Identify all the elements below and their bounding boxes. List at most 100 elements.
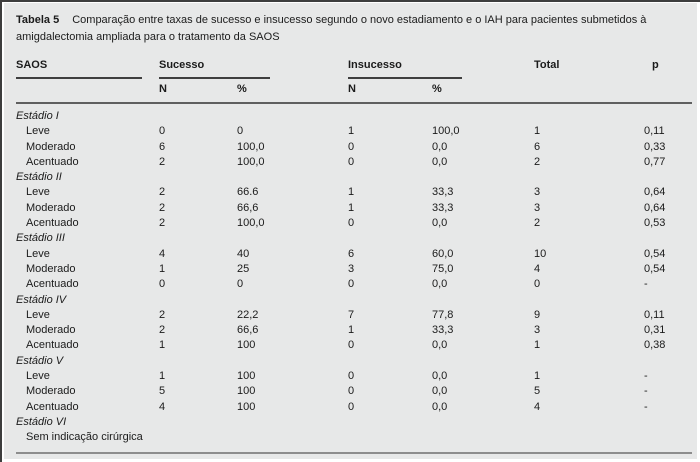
table-row: Acentuado 0 0 0 0,0 0 - bbox=[16, 277, 692, 292]
cell-sucesso-pct: 0 bbox=[237, 278, 244, 291]
stage-row: Estádio IV bbox=[16, 293, 692, 308]
col-header-saos: SAOS bbox=[16, 59, 142, 79]
cell-insucesso-pct: 0,0 bbox=[432, 385, 448, 398]
cell-total: 6 bbox=[534, 140, 541, 153]
cell-sucesso-pct: 66,6 bbox=[237, 201, 259, 214]
table-number: Tabela 5 bbox=[16, 14, 60, 26]
cell-sucesso-n: 1 bbox=[159, 262, 166, 275]
table-row: Acentuado 4 100 0 0,0 4 - bbox=[16, 400, 692, 415]
cell-sucesso-pct: 100 bbox=[237, 339, 256, 352]
cell-p: 0,31 bbox=[644, 324, 666, 337]
cell-insucesso-pct: 0,0 bbox=[432, 155, 448, 168]
table-panel: Tabela 5 Comparação entre taxas de sucess… bbox=[4, 3, 697, 459]
cell-p: - bbox=[644, 278, 648, 291]
cell-p: 0,38 bbox=[644, 339, 666, 352]
cell-p: - bbox=[644, 370, 648, 383]
cell-insucesso-pct: 0,0 bbox=[432, 400, 448, 413]
cell-insucesso-n: 0 bbox=[348, 385, 355, 398]
cell-sucesso-pct: 66,6 bbox=[237, 324, 259, 337]
cell-sucesso-pct: 100 bbox=[237, 370, 256, 383]
cell-sucesso-n: 5 bbox=[159, 385, 166, 398]
cell-severity: Moderado bbox=[26, 385, 76, 398]
sub-header-spacer bbox=[644, 79, 692, 104]
cell-sucesso-n: 2 bbox=[159, 186, 166, 199]
cell-insucesso-pct: 77,8 bbox=[432, 308, 454, 321]
note-text: Sem indicação cirúrgica bbox=[26, 431, 143, 444]
stage-label: Estádio I bbox=[16, 110, 59, 122]
cell-insucesso-n: 0 bbox=[348, 140, 355, 153]
cell-total: 1 bbox=[534, 370, 541, 383]
table-row: Moderado 6 100,0 0 0,0 6 0,33 bbox=[16, 140, 692, 155]
table-row: Leve 0 0 1 100,0 1 0,11 bbox=[16, 124, 692, 139]
stage-row: Estádio VI bbox=[16, 415, 692, 430]
cell-p: - bbox=[644, 385, 648, 398]
cell-p: 0,64 bbox=[644, 186, 666, 199]
cell-total: 4 bbox=[534, 400, 541, 413]
cell-insucesso-n: 0 bbox=[348, 278, 355, 291]
cell-severity: Leve bbox=[26, 125, 50, 138]
table-caption-text: Comparação entre taxas de sucesso e insu… bbox=[16, 14, 647, 43]
cell-insucesso-pct: 33,3 bbox=[432, 324, 454, 337]
cell-p: 0,64 bbox=[644, 201, 666, 214]
cell-total: 9 bbox=[534, 308, 541, 321]
cell-total: 4 bbox=[534, 262, 541, 275]
cell-insucesso-pct: 33,3 bbox=[432, 201, 454, 214]
table-row: Moderado 1 25 3 75,0 4 0,54 bbox=[16, 262, 692, 277]
table-row: Acentuado 2 100,0 0 0,0 2 0,53 bbox=[16, 216, 692, 231]
cell-severity: Acentuado bbox=[26, 400, 79, 413]
table-row: Leve 2 22,2 7 77,8 9 0,11 bbox=[16, 308, 692, 323]
table-row: Leve 4 40 6 60,0 10 0,54 bbox=[16, 247, 692, 262]
table-row: Leve 2 66.6 1 33,3 3 0,64 bbox=[16, 185, 692, 200]
cell-insucesso-n: 1 bbox=[348, 125, 355, 138]
cell-sucesso-pct: 100 bbox=[237, 385, 256, 398]
cell-severity: Moderado bbox=[26, 324, 76, 337]
cell-sucesso-n: 2 bbox=[159, 201, 166, 214]
col-header-insucesso: Insucesso bbox=[348, 59, 462, 79]
cell-total: 3 bbox=[534, 324, 541, 337]
cell-severity: Moderado bbox=[26, 140, 76, 153]
table-caption: Tabela 5 Comparação entre taxas de sucess… bbox=[4, 3, 697, 45]
cell-severity: Leve bbox=[26, 308, 50, 321]
cell-insucesso-n: 1 bbox=[348, 186, 355, 199]
col-header-sucesso: Sucesso bbox=[159, 59, 270, 79]
table-row: Moderado 5 100 0 0,0 5 - bbox=[16, 384, 692, 399]
page-edge-top bbox=[0, 0, 700, 2]
cell-total: 5 bbox=[534, 385, 541, 398]
table-row: Moderado 2 66,6 1 33,3 3 0,64 bbox=[16, 201, 692, 216]
cell-sucesso-n: 6 bbox=[159, 140, 166, 153]
cell-insucesso-pct: 33,3 bbox=[432, 186, 454, 199]
cell-insucesso-pct: 100,0 bbox=[432, 125, 460, 138]
cell-sucesso-pct: 22,2 bbox=[237, 308, 259, 321]
cell-sucesso-n: 0 bbox=[159, 278, 166, 291]
cell-severity: Acentuado bbox=[26, 155, 79, 168]
cell-severity: Leve bbox=[26, 370, 50, 383]
col-header-sucesso-pct: % bbox=[237, 79, 348, 104]
cell-insucesso-pct: 60,0 bbox=[432, 247, 454, 260]
cell-insucesso-pct: 0,0 bbox=[432, 370, 448, 383]
table-row: Acentuado 2 100,0 0 0,0 2 0,77 bbox=[16, 155, 692, 170]
cell-sucesso-n: 1 bbox=[159, 370, 166, 383]
cell-sucesso-n: 2 bbox=[159, 324, 166, 337]
cell-severity: Moderado bbox=[26, 262, 76, 275]
sub-header-spacer bbox=[16, 79, 159, 104]
cell-insucesso-n: 0 bbox=[348, 339, 355, 352]
col-header-insucesso-n: N bbox=[348, 79, 432, 104]
group-header-row: SAOS Sucesso Insucesso Total p bbox=[16, 59, 692, 79]
cell-sucesso-pct: 0 bbox=[237, 125, 244, 138]
col-header-insucesso-pct: % bbox=[432, 79, 534, 104]
stage-row: Estádio II bbox=[16, 170, 692, 185]
cell-total: 1 bbox=[534, 125, 541, 138]
cell-insucesso-n: 0 bbox=[348, 155, 355, 168]
stage-row: Estádio V bbox=[16, 354, 692, 369]
cell-sucesso-n: 1 bbox=[159, 339, 166, 352]
cell-severity: Acentuado bbox=[26, 339, 79, 352]
cell-sucesso-pct: 66.6 bbox=[237, 186, 259, 199]
cell-sucesso-n: 2 bbox=[159, 308, 166, 321]
col-header-sucesso-n: N bbox=[159, 79, 237, 104]
cell-p: 0,53 bbox=[644, 217, 666, 230]
cell-sucesso-n: 2 bbox=[159, 155, 166, 168]
stage-row: Estádio III bbox=[16, 231, 692, 246]
cell-insucesso-pct: 0,0 bbox=[432, 140, 448, 153]
stage-label: Estádio IV bbox=[16, 293, 67, 306]
